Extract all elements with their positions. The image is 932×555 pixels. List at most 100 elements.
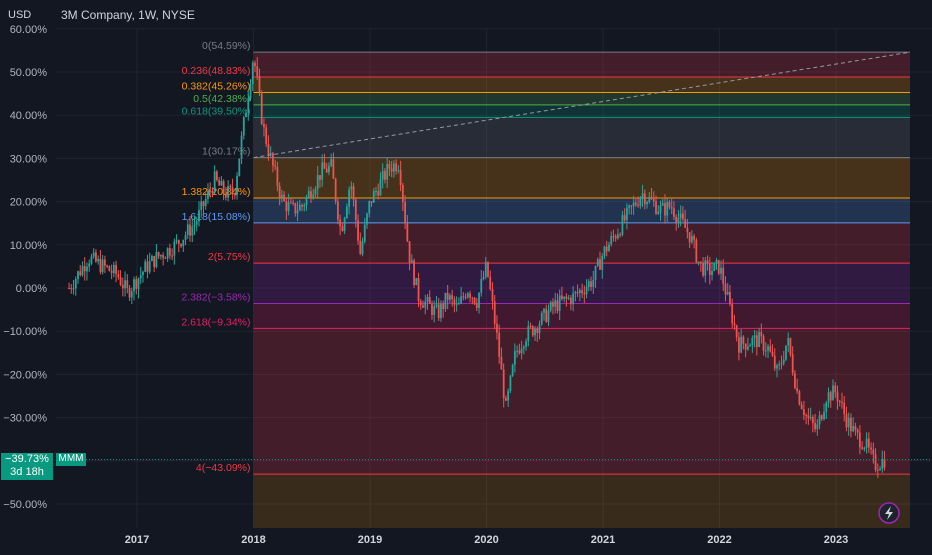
last-change-badge: −39.73% [1, 453, 53, 466]
candle-body [500, 356, 503, 370]
candle-body [556, 300, 559, 311]
candle-body [668, 201, 671, 208]
fib-trend-line[interactable] [253, 51, 911, 159]
candle-body [112, 264, 115, 274]
candle-body [247, 98, 250, 113]
y-tick-label: −50.00% [3, 499, 47, 511]
candle-body [354, 199, 357, 221]
candle-body [742, 336, 745, 344]
candle-body [238, 158, 241, 177]
candle-body [720, 267, 722, 274]
overlay-lines [56, 51, 932, 461]
ticker-label: MMM [58, 453, 84, 464]
candle-body [81, 266, 84, 276]
candle-body [108, 266, 111, 272]
candle-body [222, 181, 225, 194]
candle-body [574, 292, 577, 294]
candle-body [764, 350, 767, 352]
candle-body [610, 236, 613, 245]
candle-body [820, 415, 823, 420]
fib-level-label: 0.618(39.50%) [182, 105, 251, 117]
candle-body [827, 392, 830, 403]
candle-body [796, 388, 799, 392]
candle-body [641, 193, 644, 198]
candle-body [193, 224, 196, 227]
candle-body [227, 185, 230, 198]
candle-body [563, 296, 566, 299]
candle-body [272, 153, 274, 166]
candle-body [444, 292, 447, 309]
candle-body [628, 205, 631, 208]
x-axis[interactable]: 2017 2018 2019 2020 2021 2022 2023 [125, 534, 848, 546]
candle-body [435, 304, 438, 307]
candle-body [381, 170, 384, 180]
candle-body [117, 274, 120, 278]
candle-body [153, 256, 156, 267]
fib-band [253, 328, 910, 475]
candle-body [115, 264, 117, 275]
candle-body [699, 261, 702, 264]
candle-body [623, 215, 626, 221]
candle-body [328, 165, 330, 173]
candle-body [612, 236, 615, 238]
candle-body [392, 163, 395, 172]
candle-body [809, 416, 812, 419]
candle-body [789, 338, 792, 355]
candle-body [440, 303, 442, 319]
candle-body [569, 297, 572, 305]
candle-body [655, 201, 657, 214]
candle-body [558, 295, 561, 311]
candle-body [753, 335, 756, 339]
countdown-badge: 3d 18h [1, 466, 53, 480]
candle-body [614, 236, 617, 239]
candle-body [341, 226, 344, 231]
candle-body [168, 248, 171, 256]
candle-body [805, 415, 808, 417]
candle-body [637, 204, 639, 206]
candle-body [594, 265, 597, 280]
candle-body [280, 194, 283, 198]
fib-extension-tool[interactable]: 0(54.59%) 0.236(48.83%) 0.382(45.26%)0.5(4… [181, 40, 910, 528]
candle-body [410, 260, 413, 264]
fib-level-label: 2(5.75%) [208, 251, 251, 263]
candle-body [527, 325, 530, 342]
candle-body [863, 447, 866, 449]
candle-body [639, 197, 642, 206]
candle-body [854, 426, 857, 430]
lightning-icon[interactable] [878, 502, 900, 524]
candle-body [460, 296, 463, 304]
candle-body [643, 193, 646, 205]
candle-body [177, 240, 180, 244]
candle-body [749, 345, 752, 347]
currency-label: USD [8, 9, 31, 21]
candle-body [661, 203, 664, 206]
candle-body [332, 159, 335, 179]
candle-body [769, 346, 772, 352]
candle-body [471, 297, 474, 299]
candle-body [733, 323, 736, 326]
fib-band [253, 77, 910, 93]
candle-body [202, 201, 205, 206]
candle-body [231, 187, 234, 195]
candle-body [359, 240, 362, 255]
candle-body [583, 292, 586, 295]
y-tick-label: 60.00% [10, 24, 48, 36]
candle-body [301, 204, 303, 207]
candle-body [166, 248, 169, 259]
candle-body [509, 375, 512, 392]
candle-body [856, 429, 859, 433]
ticker-badge[interactable]: MMM [56, 453, 86, 466]
candle-body [706, 260, 709, 263]
candle-body [760, 332, 763, 337]
candle-body [379, 179, 382, 196]
candle-body [216, 171, 218, 180]
candle-body [511, 364, 514, 376]
candle-body [352, 186, 355, 200]
candle-body [453, 299, 456, 305]
candle-body [97, 258, 100, 262]
candle-body [350, 186, 353, 190]
candle-body [767, 346, 769, 351]
candle-body [321, 162, 324, 180]
candle-body [829, 392, 832, 401]
